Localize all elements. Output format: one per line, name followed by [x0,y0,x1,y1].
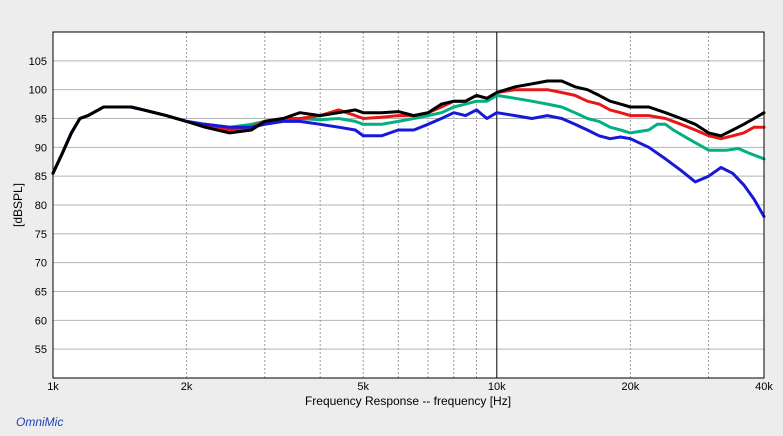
brand-label: OmniMic [16,415,64,429]
y-tick-label: 65 [35,287,47,299]
x-tick-label: 10k [488,381,506,393]
y-tick-label: 75 [35,229,47,241]
series-line-4 [51,79,766,175]
x-tick-label: 5k [357,381,369,393]
y-tick-label: 80 [35,200,47,212]
y-tick-label: 90 [35,142,47,154]
y-tick-label: 55 [35,344,47,356]
series-lines [51,79,766,218]
x-tick-label: 1k [47,381,59,393]
y-tick-label: 95 [35,114,47,126]
y-tick-label: 100 [29,85,47,97]
x-tick-label: 2k [181,381,193,393]
y-tick-labels: 55 60 65 70 75 80 85 90 95 100 105 [29,56,47,356]
x-tick-label: 40k [755,381,773,393]
x-tick-labels: 1k 2k 5k 10k 20k 40k [47,381,773,393]
y-tick-label: 85 [35,171,47,183]
x-axis-title: Frequency Response -- frequency [Hz] [305,394,511,408]
y-axis-title: [dBSPL] [11,183,25,227]
y-tick-label: 70 [35,258,47,270]
plot-frame [52,31,765,379]
x-tick-label: 20k [622,381,640,393]
y-tick-label: 60 [35,315,47,327]
y-tick-label: 105 [29,56,47,68]
